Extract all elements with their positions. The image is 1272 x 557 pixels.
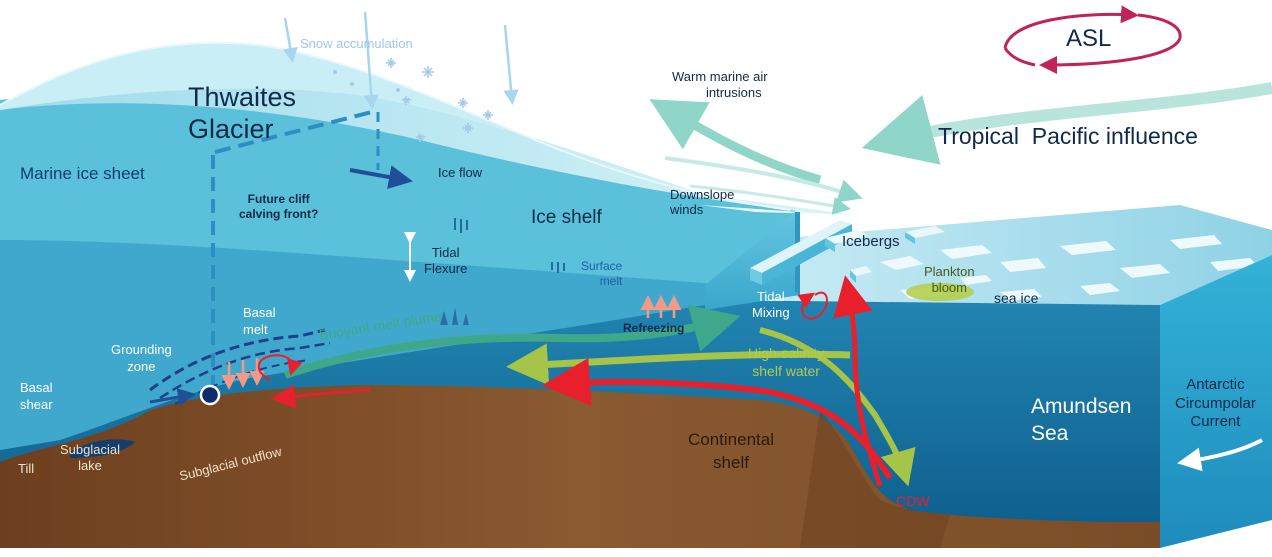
label-icebergs: Icebergs [842, 233, 900, 250]
label-high-salinity: High-salinity shelf water [748, 345, 825, 380]
bedrock-ridge-shade [800, 410, 950, 548]
label-downslope-line1: Downslope [670, 187, 735, 202]
grounding-line-marker [199, 384, 221, 406]
surface-melt-arrows [640, 295, 682, 318]
tropical-pacific-arrow [861, 82, 1272, 165]
cdw-rising-arrow [833, 275, 883, 487]
subglacial-outflow-arrow [149, 388, 196, 406]
label-amundsen-line1: Amundsen [1031, 395, 1132, 418]
label-subglacial-lake-line2: lake [78, 458, 102, 474]
ice-surface-upper [0, 42, 790, 210]
label-acc-line3: Current [1190, 413, 1241, 430]
label-till: Till [18, 461, 35, 476]
label-sea-ice: sea ice [994, 290, 1039, 306]
basal-melt-arrows [221, 358, 265, 390]
label-subglacial-lake-line1: Subglacial [60, 442, 120, 457]
label-basal-melt-line2: melt [243, 322, 268, 338]
label-basal-shear: Basal shear [20, 380, 53, 413]
label-thwaites-line2: Glacier [188, 113, 274, 144]
snow-accumulation-arrows [282, 11, 519, 110]
label-ice-flow: Ice flow [438, 165, 483, 180]
ocean-right-face [1160, 255, 1272, 548]
label-high-salinity-line1: High-salinity [748, 345, 825, 361]
label-grounding-line2: zone [127, 359, 156, 375]
label-tidal-mixing: Tidal Mixing [752, 289, 790, 321]
label-basal-melt-line1: Basal [243, 305, 276, 320]
snowflake-icons [386, 58, 493, 142]
label-acc-line2: Circumpolar [1175, 394, 1256, 412]
future-cliff-dashed-horizontal [214, 110, 373, 154]
label-tidal-mixing-line2: Mixing [752, 305, 790, 321]
label-marine-ice-sheet: Marine ice sheet [20, 164, 145, 183]
label-warm-marine-air: Warm marine air intrusions [672, 69, 768, 101]
label-surface-melt-line2: melt [599, 274, 623, 289]
label-thwaites-glacier: Thwaites Glacier [188, 82, 297, 144]
label-plankton-line2: bloom [931, 280, 967, 296]
label-basal-shear-line2: shear [20, 397, 53, 413]
ice-top-ridge [0, 41, 791, 211]
label-amundsen-sea: Amundsen Sea [1031, 395, 1131, 445]
label-cdw: CDW [896, 493, 930, 509]
iceberg-small-1 [825, 230, 870, 244]
label-tidal-flexure: Tidal Flexure [424, 245, 468, 277]
cdw-curl [257, 354, 303, 381]
bedrock-seafloor [0, 385, 1160, 548]
label-future-cliff-line2: calving front? [239, 207, 319, 222]
label-plankton-line1: Plankton [924, 264, 975, 279]
label-tidal-flexure-line2: Flexure [424, 261, 468, 277]
acc-arrow [1177, 438, 1263, 472]
cdw-basal-arrow [271, 384, 371, 409]
label-continental-shelf: Continental shelf [688, 430, 775, 472]
label-grounding-line1: Grounding [111, 342, 172, 357]
label-future-cliff: Future cliff calving front? [239, 192, 319, 222]
label-continental-line2: shelf [713, 452, 749, 472]
basal-crevasses [440, 307, 469, 325]
label-basal-shear-line1: Basal [20, 380, 53, 395]
label-high-salinity-line2: shelf water [752, 363, 820, 380]
asl-loop-top [1003, 5, 1139, 49]
ice-shelf-front [705, 212, 800, 310]
crevasse-marks [454, 218, 565, 273]
label-surface-melt: Surface melt [581, 259, 623, 289]
subglacial-lake [70, 439, 135, 458]
label-refreezing: Refreezing [623, 321, 685, 335]
plankton-bloom-patch [906, 283, 974, 301]
tidal-mixing-loop [797, 291, 828, 320]
label-amundsen-line2: Sea [1031, 422, 1069, 446]
iceberg-small-3 [905, 226, 945, 238]
downslope-arrow-2 [689, 184, 851, 215]
label-plankton-bloom: Plankton bloom [924, 264, 975, 296]
label-surface-melt-line1: Surface [581, 259, 623, 273]
cdw-main-arrow [542, 358, 893, 480]
label-subglacial-lake: Subglacial lake [60, 442, 120, 474]
ice-surface-top [0, 88, 855, 215]
label-snow-accumulation: Snow accumulation [300, 36, 413, 51]
label-ice-shelf: Ice shelf [531, 207, 602, 228]
label-continental-line1: Continental [688, 430, 775, 449]
label-acc-line1: Antarctic [1186, 376, 1245, 393]
label-downslope-line2: winds [670, 202, 704, 218]
label-downslope-winds: Downslope winds [670, 187, 735, 218]
label-thwaites-line1: Thwaites [188, 82, 297, 112]
asl-loop-bottom [1039, 37, 1182, 74]
label-grounding-zone: Grounding zone [111, 342, 172, 375]
label-tidal-flexure-line1: Tidal [431, 245, 460, 260]
label-asl: ASL [1066, 25, 1112, 52]
label-basal-melt: Basal melt [243, 305, 276, 338]
label-acc: Antarctic Circumpolar Current [1175, 376, 1256, 431]
buoyant-plume-arrow [283, 305, 741, 379]
label-tidal-mixing-line1: Tidal [756, 289, 785, 304]
label-future-cliff-line1: Future cliff [247, 192, 310, 206]
warm-air-arrow [649, 99, 822, 185]
salinity-downslope-arrow [759, 327, 916, 487]
grounding-zone-dash-1 [149, 328, 326, 392]
label-tropical-pacific: Tropical Pacific influence [938, 123, 1198, 149]
ice-flow-arrow [349, 165, 413, 189]
label-warm-air-line1: Warm marine air [672, 69, 768, 84]
iceberg-small-2 [850, 266, 872, 276]
downslope-arrow-1 [664, 156, 863, 203]
iceberg-tabular [750, 220, 852, 273]
label-warm-air-line2: intrusions [705, 85, 762, 101]
